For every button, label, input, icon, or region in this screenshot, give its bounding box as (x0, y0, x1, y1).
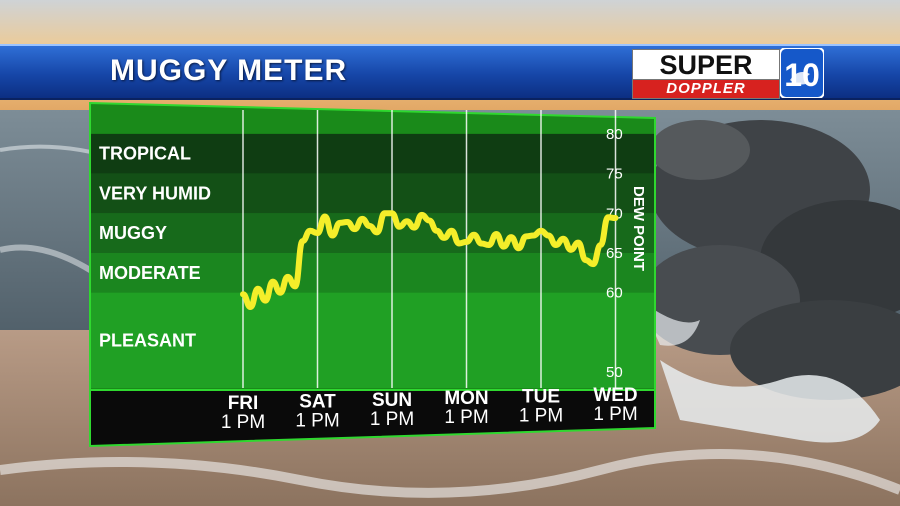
dew-point-series-line (240, 210, 619, 310)
page-title: MUGGY METER (110, 54, 348, 87)
time-label-sat: 1 PM (295, 410, 339, 431)
band-label-very-humid: VERY HUMID (99, 183, 211, 203)
day-label-mon: MON (444, 388, 488, 409)
time-label-fri: 1 PM (221, 412, 265, 433)
day-label-tue: TUE (522, 387, 560, 408)
band-tropical (91, 133, 654, 174)
logo-wave-badge-icon: 10 (780, 48, 824, 98)
band-labels: TROPICAL VERY HUMID MUGGY MODERATE PLEASANT (99, 144, 211, 351)
y-axis-title: DEW POINT (630, 186, 647, 271)
dew-point-line (240, 210, 619, 310)
time-label-tue: 1 PM (519, 406, 563, 427)
day-label-fri: FRI (228, 393, 259, 414)
y-tick-label: 60 (606, 285, 623, 302)
band-very-humid (91, 173, 654, 214)
band-label-tropical: TROPICAL (99, 144, 191, 164)
time-label-mon: 1 PM (444, 407, 488, 428)
humidity-bands (89, 101, 656, 391)
band-label-pleasant: PLEASANT (99, 330, 196, 350)
day-label-sat: SAT (299, 391, 336, 412)
band-pleasant (91, 292, 654, 388)
band-label-muggy: MUGGY (99, 223, 167, 243)
time-label-wed: 1 PM (593, 404, 637, 425)
band-label-moderate: MODERATE (99, 263, 201, 283)
logo-super-text: SUPER (632, 49, 780, 81)
y-tick-label: 65 (606, 245, 623, 262)
y-tick-label: 75 (606, 166, 623, 183)
day-gridlines (242, 110, 617, 388)
time-label-sun: 1 PM (370, 409, 414, 430)
title-banner: MUGGY METER SUPER DOPPLER 10 (0, 44, 900, 100)
day-label-wed: WED (593, 385, 637, 406)
band-muggy (91, 213, 654, 253)
band-moderate (91, 253, 654, 293)
day-label-sun: SUN (372, 390, 412, 411)
footer-panel (89, 389, 656, 448)
y-tick-label: 80 (606, 126, 623, 143)
station-logo: SUPER DOPPLER 10 (630, 48, 826, 100)
y-tick-label: 50 (606, 364, 623, 381)
